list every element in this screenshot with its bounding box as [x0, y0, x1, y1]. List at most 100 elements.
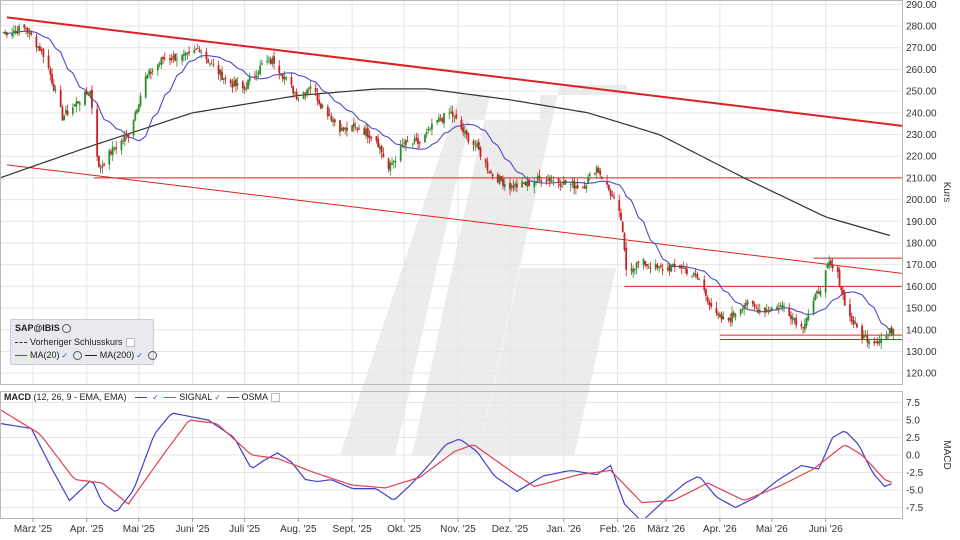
candle-body	[620, 212, 622, 221]
candle-body	[195, 48, 197, 50]
candle-body	[557, 178, 560, 184]
candle-body	[779, 305, 782, 308]
candle-body	[672, 263, 674, 267]
candle-body	[838, 269, 841, 287]
candle-body	[574, 186, 577, 189]
legend-ticker: SAP@IBIS	[15, 323, 71, 334]
ma200-check-icon[interactable]: ✓	[136, 351, 143, 360]
candle-body	[387, 158, 390, 169]
ma200-settings-icon[interactable]	[147, 351, 157, 361]
osma-checkbox[interactable]	[271, 393, 281, 403]
candle-body	[826, 264, 829, 269]
x-tick-label: Okt. '25	[387, 524, 422, 535]
candle-body	[280, 74, 282, 76]
candle-body	[150, 72, 152, 74]
candle-body	[401, 144, 404, 146]
candle-body	[77, 101, 79, 104]
prev-close-checkbox[interactable]	[125, 338, 135, 348]
candle-body	[144, 76, 147, 98]
candle-body	[292, 85, 295, 94]
candle-body	[637, 261, 640, 264]
candle-body	[35, 36, 38, 48]
candle-body	[49, 68, 52, 75]
candle-body	[718, 314, 721, 318]
candle-body	[235, 79, 237, 87]
candle-body	[193, 49, 196, 54]
candle-body	[791, 316, 794, 321]
candle-body	[233, 80, 236, 87]
candle-body	[266, 60, 269, 63]
candle-body	[659, 265, 662, 268]
candle-body	[103, 163, 105, 166]
candle-body	[163, 58, 166, 59]
candle-body	[377, 138, 380, 148]
candle-body	[181, 54, 184, 61]
candle-body	[160, 57, 163, 65]
candle-body	[243, 87, 246, 91]
candle-body	[403, 142, 406, 144]
price-y-tick-label: 270.00	[906, 43, 937, 54]
candle-body	[892, 328, 895, 335]
candle-body	[684, 268, 687, 269]
candle-body	[254, 75, 256, 77]
x-tick-label: Sept. '25	[333, 524, 373, 535]
candle-body	[741, 309, 744, 311]
x-tick-label: Mai '26	[756, 524, 788, 535]
candle-body	[406, 140, 409, 142]
ma20-settings-icon[interactable]	[73, 351, 83, 361]
x-tick-label: Apr. '25	[70, 524, 104, 535]
candle-body	[23, 24, 26, 28]
price-y-tick-label: 250.00	[906, 87, 937, 98]
candle-body	[4, 31, 7, 35]
candle-body	[484, 159, 487, 163]
ma20-check-icon[interactable]: ✓	[61, 351, 69, 360]
candle-body	[37, 46, 40, 49]
candle-body	[125, 134, 128, 136]
candle-body	[342, 127, 345, 131]
x-tick-label: Dez. '25	[492, 524, 529, 535]
legend-ma: MA(20) ✓ MA(200) ✓	[15, 350, 157, 361]
candle-body	[805, 318, 808, 326]
candle-body	[812, 300, 815, 314]
candle-body	[609, 190, 612, 196]
candle-body	[405, 139, 407, 146]
candle-body	[885, 335, 888, 340]
candle-body	[441, 117, 444, 122]
macd-line	[0, 412, 892, 519]
candle-body	[710, 302, 713, 307]
candle-body	[489, 171, 492, 174]
candle-body	[330, 116, 333, 121]
candle-body	[392, 161, 395, 163]
x-tick-label: Aug. '25	[280, 524, 317, 535]
trendline	[6, 16, 903, 127]
signal-check-icon[interactable]: ✓	[214, 393, 221, 402]
price-y-tick-label: 290.00	[906, 0, 937, 11]
signal-line-icon	[164, 397, 177, 399]
x-tick-label: Apr. '26	[703, 524, 737, 535]
candle-body	[429, 129, 432, 131]
candle-body	[89, 90, 92, 95]
candle-body	[564, 180, 567, 184]
osma-line-icon	[226, 397, 239, 399]
candle-body	[686, 268, 688, 275]
candle-body	[413, 139, 416, 143]
candle-body	[245, 87, 248, 89]
candle-body	[439, 119, 442, 121]
candle-body	[170, 58, 173, 61]
candle-body	[474, 145, 477, 147]
price-y-tick-label: 190.00	[906, 217, 937, 228]
candle-body	[16, 31, 19, 34]
candle-body	[788, 307, 791, 316]
candle-body	[399, 145, 402, 161]
settings-icon[interactable]	[61, 324, 71, 334]
candle-body	[222, 78, 225, 81]
macd-y-tick-label: 5.0	[906, 416, 920, 427]
candle-body	[61, 107, 64, 121]
candle-body	[448, 113, 451, 115]
candle-body	[654, 264, 657, 269]
candle-body	[309, 86, 312, 89]
candle-body	[764, 307, 766, 313]
macd-check-icon[interactable]: ✓	[152, 393, 159, 402]
candle-body	[720, 313, 723, 320]
candle-body	[241, 81, 244, 89]
